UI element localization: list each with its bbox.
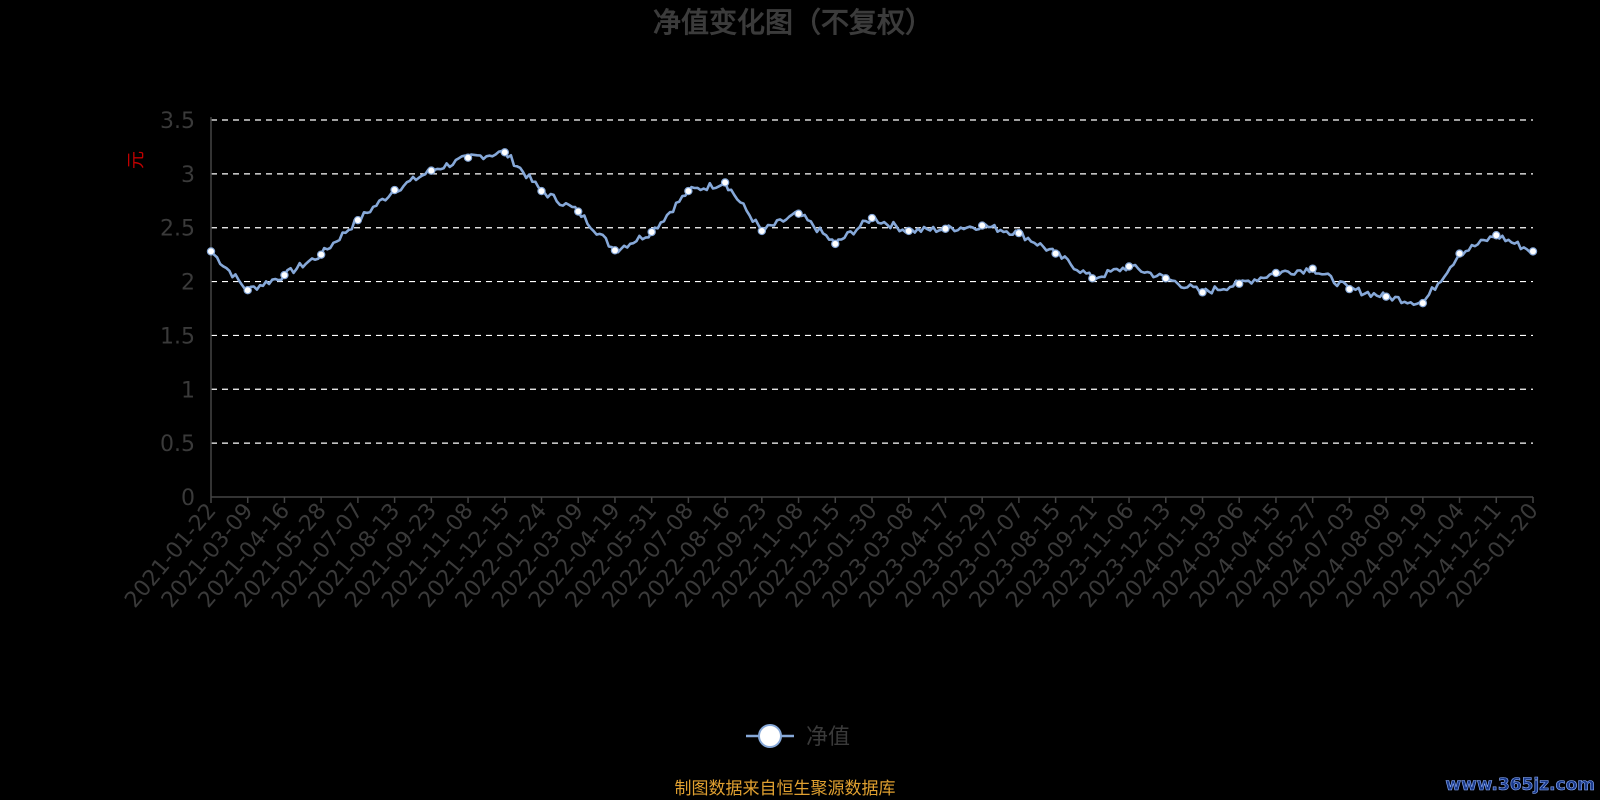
data-point <box>684 186 693 196</box>
data-point <box>1418 298 1428 308</box>
data-point <box>1381 292 1391 301</box>
legend-marker-icon <box>758 724 782 748</box>
data-point <box>537 186 546 196</box>
y-tick-label: 3 <box>181 163 195 188</box>
data-point <box>610 246 620 255</box>
legend[interactable]: 净值 <box>746 724 850 750</box>
y-tick-label: 1 <box>181 378 195 403</box>
data-point <box>904 226 913 236</box>
data-point <box>867 213 877 223</box>
data-point <box>1051 249 1060 258</box>
data-point <box>1455 249 1464 258</box>
y-tick-label: 0.5 <box>160 432 195 457</box>
y-tick-labels: 0 0.5 1 1.5 2 2.5 3 3.5 <box>160 109 195 511</box>
y-tick-label: 0 <box>181 486 195 511</box>
data-point <box>463 153 473 162</box>
data-point <box>1161 274 1170 283</box>
data-point <box>1235 279 1244 288</box>
data-point <box>1528 247 1538 256</box>
data-point <box>280 270 289 280</box>
data-point <box>794 209 803 218</box>
data-point <box>316 250 326 259</box>
data-point <box>427 166 436 175</box>
watermark: www.365jz.com <box>1445 775 1595 795</box>
y-tick-label: 2.5 <box>160 217 195 242</box>
data-point <box>1014 228 1024 238</box>
y-tick-label: 1.5 <box>160 324 195 349</box>
y-tick-label: 3.5 <box>160 109 195 134</box>
y-axis-unit: 元 <box>126 151 147 169</box>
legend-label-nav: 净值 <box>806 725 850 750</box>
data-point <box>831 239 840 249</box>
data-point <box>390 185 399 195</box>
data-point <box>1345 284 1354 294</box>
data-point <box>941 224 950 233</box>
data-point <box>206 247 216 256</box>
data-point <box>977 221 987 230</box>
data-point <box>1198 288 1207 297</box>
axes <box>210 117 1534 503</box>
data-points <box>206 148 1538 308</box>
y-tick-label: 2 <box>181 271 195 296</box>
data-point <box>243 285 252 295</box>
data-point <box>353 215 363 225</box>
data-point <box>1088 274 1097 283</box>
data-point <box>647 227 656 237</box>
data-point <box>1308 264 1317 273</box>
x-tick-labels: 2021-01-222021-03-092021-04-162021-05-28… <box>120 499 1543 613</box>
data-point <box>500 148 509 157</box>
data-source-note: 制图数据来自恒生聚源数据库 <box>675 779 896 799</box>
data-point <box>1492 231 1501 240</box>
data-point <box>720 178 730 187</box>
chart-title: 净值变化图（不复权） <box>653 6 933 39</box>
data-point <box>1124 262 1134 271</box>
data-point <box>574 207 583 216</box>
data-point <box>1271 268 1281 278</box>
data-point <box>757 226 767 236</box>
